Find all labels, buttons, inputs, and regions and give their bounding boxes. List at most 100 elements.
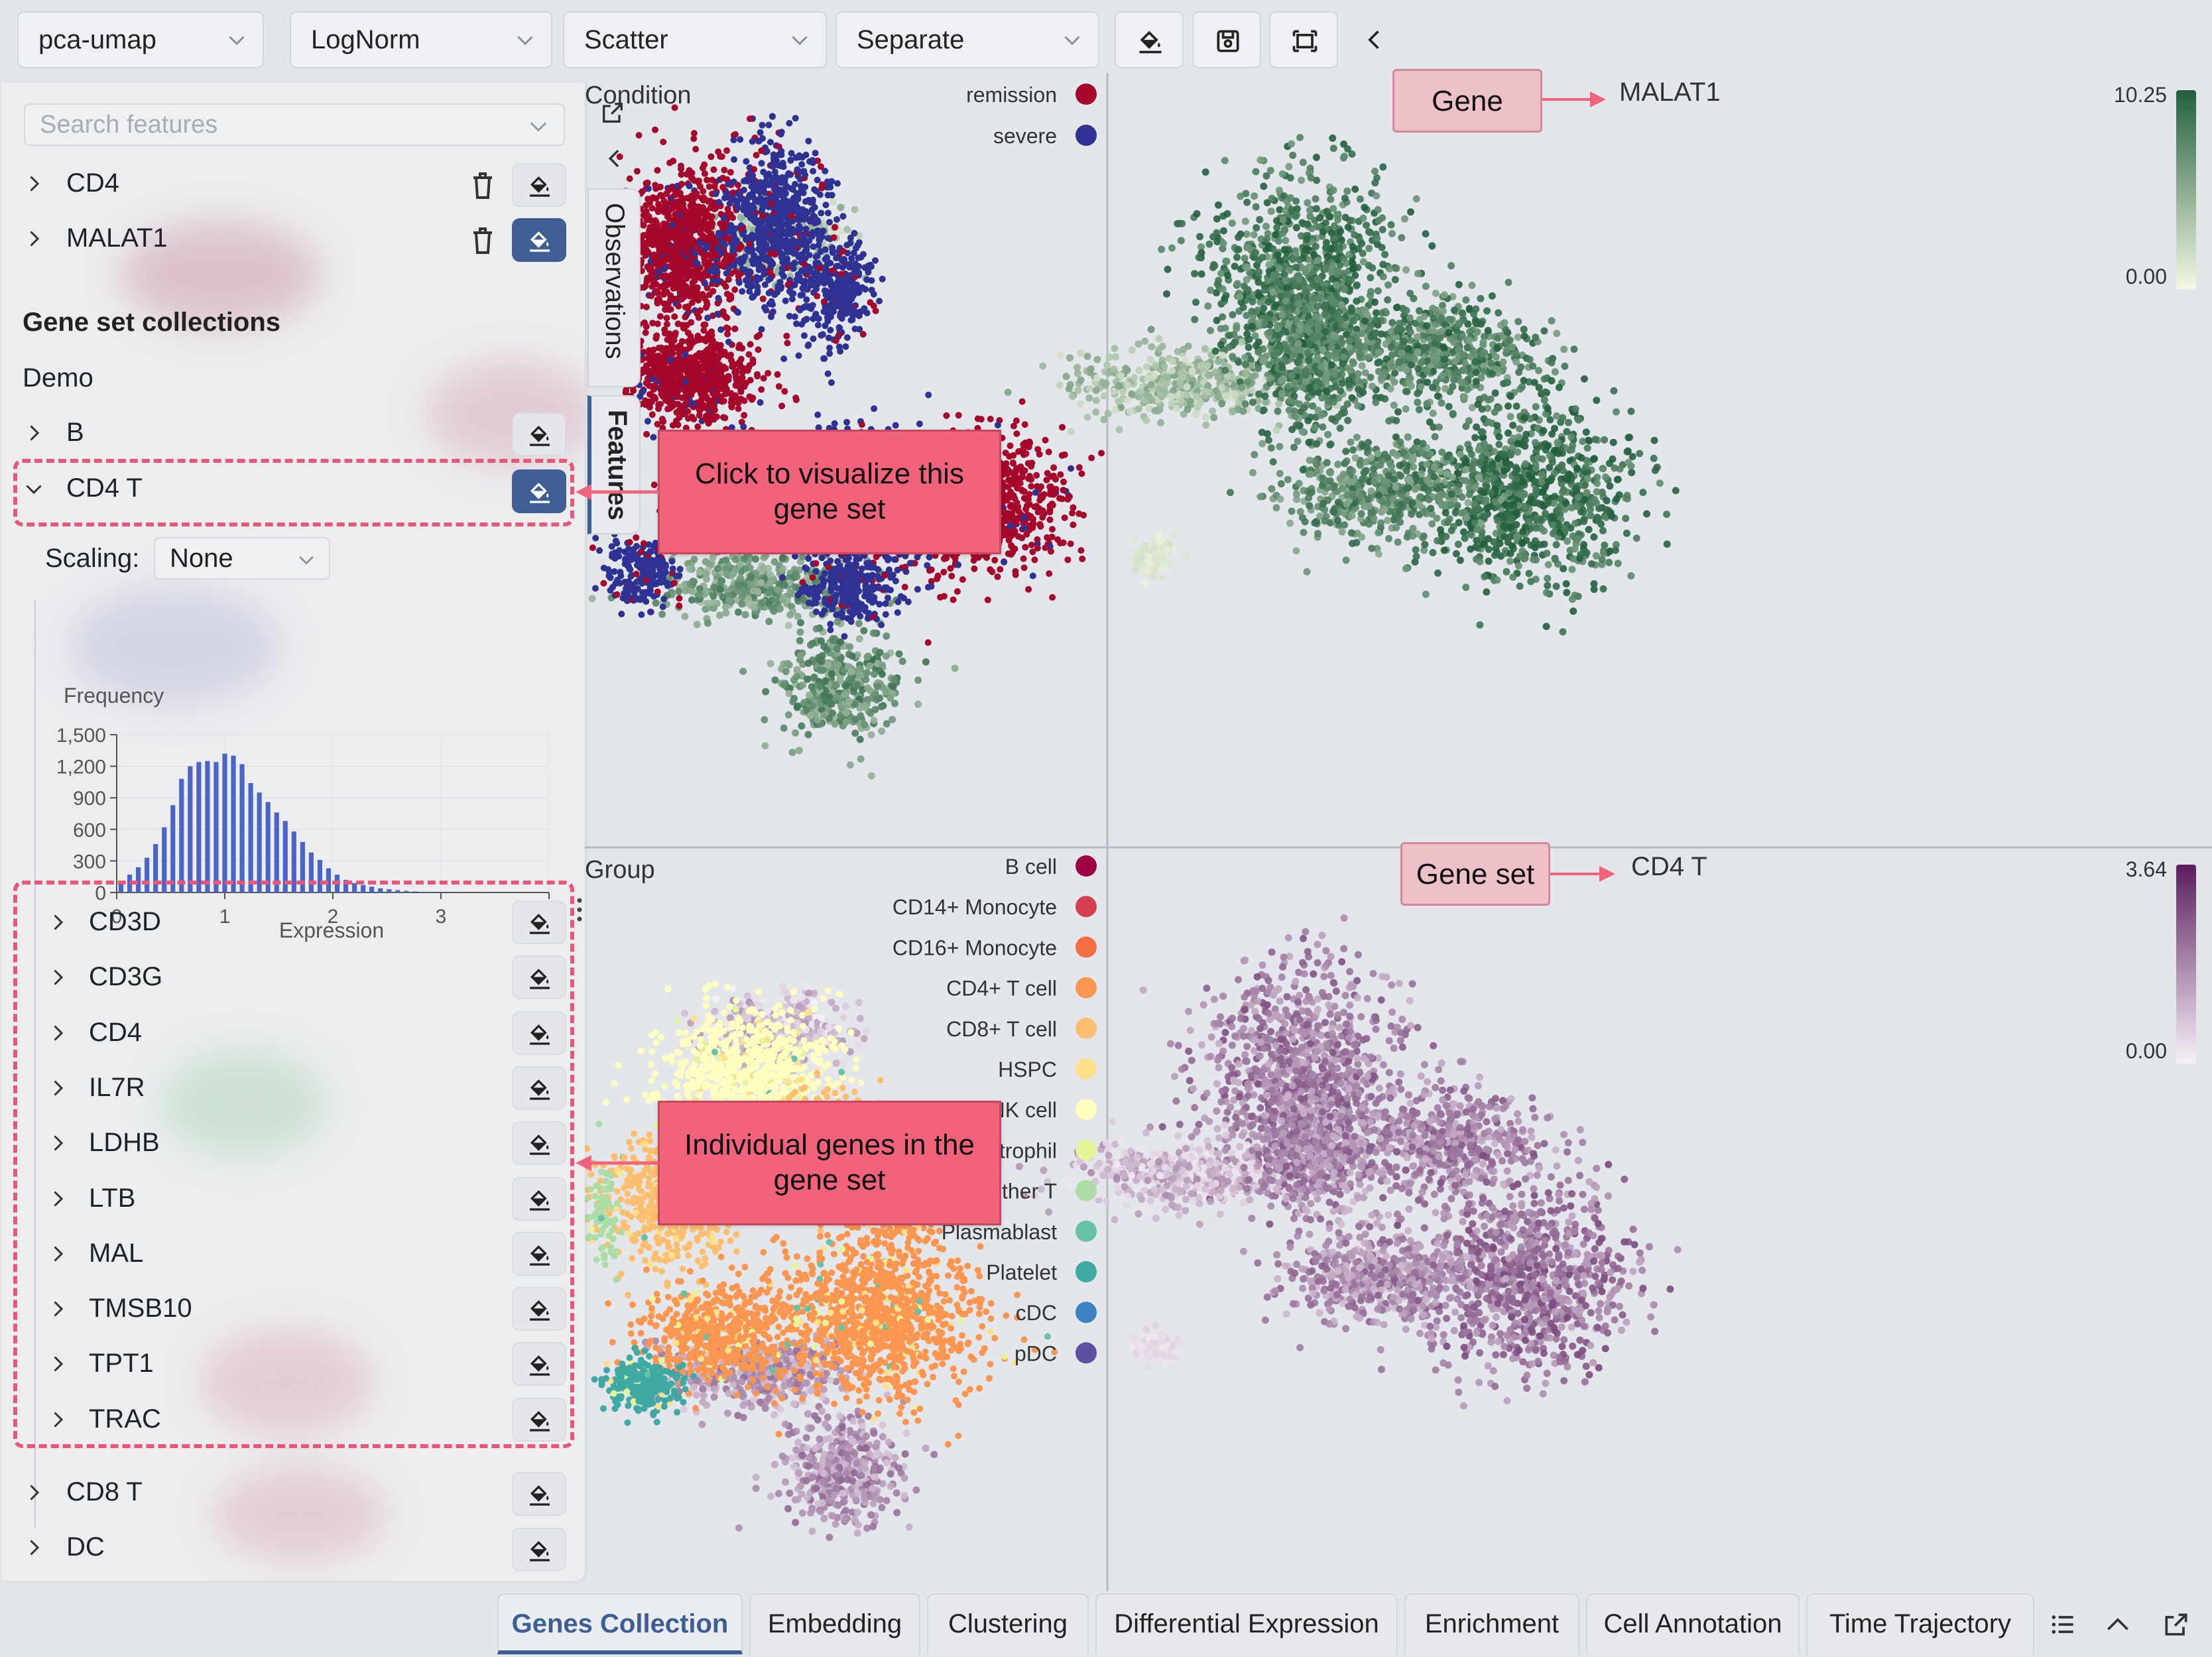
cell-point <box>779 554 787 562</box>
cell-point <box>845 650 853 658</box>
cell-point <box>1186 397 1194 405</box>
cell-point <box>1345 337 1353 345</box>
cell-point <box>1388 229 1396 237</box>
cell-point <box>1334 460 1342 468</box>
cell-point <box>841 690 849 698</box>
cell-point <box>1367 274 1375 282</box>
cell-point <box>1472 377 1480 385</box>
cell-point <box>1345 381 1353 389</box>
cell-point <box>716 585 724 593</box>
embedding-select[interactable]: pca-umap <box>17 11 264 68</box>
cell-point <box>1356 195 1364 203</box>
cell-point <box>1615 491 1623 499</box>
color-by-button[interactable] <box>1115 11 1184 68</box>
cell-point <box>1319 345 1327 353</box>
cell-point <box>1520 414 1528 422</box>
cell-point <box>1605 558 1613 566</box>
cell-point <box>1342 556 1350 564</box>
cell-point <box>1478 453 1486 461</box>
cell-point <box>1299 158 1307 166</box>
cell-point <box>1280 245 1288 253</box>
cell-point <box>1606 482 1614 490</box>
chevron-down-icon <box>229 36 245 46</box>
cell-point <box>709 554 717 562</box>
cell-point <box>738 592 746 600</box>
cell-point <box>794 613 802 621</box>
cell-point <box>784 711 792 719</box>
cell-point <box>1136 388 1144 396</box>
cell-point <box>1516 425 1524 433</box>
cell-point <box>855 671 863 679</box>
cell-point <box>1248 322 1256 330</box>
cell-point <box>1428 242 1436 250</box>
cell-point <box>1567 433 1575 441</box>
plot-type-select-value: Scatter <box>584 25 668 54</box>
cell-point <box>1298 176 1306 184</box>
cell-point <box>1357 492 1365 500</box>
cell-point <box>1455 280 1463 288</box>
cell-point <box>1315 294 1323 302</box>
fit-view-button[interactable] <box>1269 11 1338 68</box>
cell-point <box>1292 421 1300 429</box>
cell-point <box>1504 329 1512 337</box>
cell-point <box>860 627 868 635</box>
layout-mode-select[interactable]: Separate <box>835 11 1099 68</box>
cell-point <box>1168 367 1176 375</box>
chevron-left-icon[interactable] <box>1363 28 1386 52</box>
cell-point <box>1101 381 1109 389</box>
cell-point <box>1623 448 1631 456</box>
cell-point <box>1493 576 1501 584</box>
cell-point <box>1347 438 1355 446</box>
cell-point <box>778 595 786 603</box>
normalization-select[interactable]: LogNorm <box>290 11 552 68</box>
cell-point <box>1423 322 1431 330</box>
cell-point <box>1290 444 1298 452</box>
cell-point <box>1233 325 1241 332</box>
cell-point <box>1312 153 1320 161</box>
cell-point <box>1296 276 1303 283</box>
cell-point <box>1512 483 1520 491</box>
cell-point <box>1355 385 1362 393</box>
cell-point <box>845 698 853 706</box>
plot-type-select[interactable]: Scatter <box>563 11 827 68</box>
cell-point <box>829 709 837 717</box>
cell-point <box>1361 306 1369 314</box>
chevron-down-icon <box>517 36 533 46</box>
save-button[interactable] <box>1192 11 1261 68</box>
cell-point <box>774 585 782 593</box>
cell-point <box>1326 441 1334 449</box>
cell-point <box>1394 507 1402 515</box>
cell-point <box>1245 343 1253 351</box>
cell-point <box>1278 311 1286 319</box>
cell-point <box>1422 230 1430 238</box>
cell-point <box>1451 357 1459 365</box>
cell-point <box>735 582 743 589</box>
cell-point <box>1292 332 1300 339</box>
cell-point <box>1321 310 1329 318</box>
cell-point <box>1462 583 1470 591</box>
cell-point <box>1591 436 1599 444</box>
cell-point <box>1197 361 1205 369</box>
cell-point <box>1351 454 1359 462</box>
cell-point <box>1092 408 1100 416</box>
cell-point <box>1324 397 1332 405</box>
cell-point <box>1417 383 1425 391</box>
cell-point <box>1562 580 1570 587</box>
cell-point <box>1135 367 1143 375</box>
cell-point <box>1481 573 1489 581</box>
cell-point <box>788 749 796 757</box>
cell-point <box>843 225 851 233</box>
cell-point <box>1306 318 1314 326</box>
cell-point <box>1204 371 1212 379</box>
cell-point <box>1274 325 1281 333</box>
cell-point <box>1650 454 1658 462</box>
cell-point <box>1485 546 1493 553</box>
cell-point <box>1289 151 1297 159</box>
cell-point <box>741 565 749 573</box>
cell-point <box>761 716 768 723</box>
cell-point <box>1348 394 1356 402</box>
cell-point <box>1147 326 1155 334</box>
cell-point <box>1077 400 1084 408</box>
cell-point <box>721 603 729 611</box>
